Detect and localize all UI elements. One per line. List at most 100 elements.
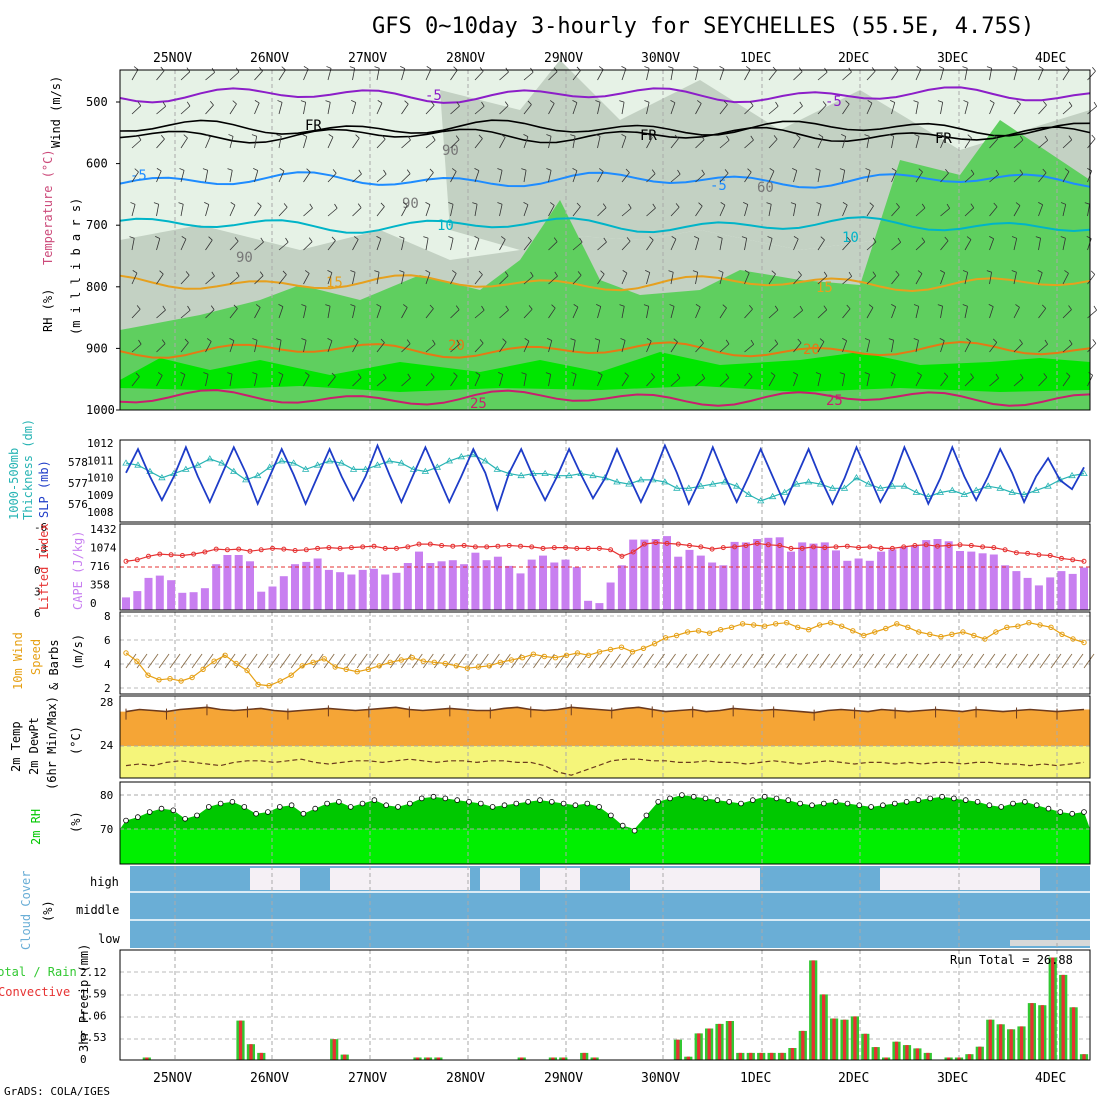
cape-bar (257, 591, 266, 610)
wind10-barb (654, 653, 665, 669)
wind-barb (156, 138, 165, 149)
cape-bar (989, 554, 998, 610)
wind-barb-flag (1019, 339, 1023, 344)
cape-right-label: CAPE (J/kg) (71, 531, 85, 610)
wind-barb (303, 102, 307, 115)
wind-barb-flag (847, 236, 851, 242)
wind10-barb (147, 653, 159, 669)
wind-barb (989, 238, 995, 251)
thickness-point (206, 455, 214, 462)
wind-barb (450, 238, 454, 251)
wind-barb-flag (897, 237, 902, 243)
precip-conv-bar (1040, 1005, 1044, 1060)
rh2m-point (276, 804, 283, 810)
rh2m-point (655, 798, 661, 805)
wind-barb-flag (995, 169, 1000, 175)
wind-barb (646, 137, 653, 149)
wind-barb-flag (775, 101, 779, 107)
precip-ytick: 2.12 (80, 966, 107, 979)
wind-barb (793, 309, 803, 319)
precip-label3: 3hr Precip (mm) (77, 944, 91, 1052)
wind-barb-flag (1015, 304, 1020, 308)
wind-barb-flag (769, 168, 775, 172)
wind-barb-flag (914, 134, 920, 137)
wind-barb-flag (649, 236, 654, 241)
wind-barb-flag (1060, 202, 1066, 205)
rh2m-point (158, 805, 165, 812)
wind-barb-flag (698, 202, 703, 207)
rh2m-point (797, 800, 803, 807)
wind-barb-flag (399, 270, 405, 273)
wind-barb (180, 238, 187, 251)
rh2m-point (123, 817, 129, 824)
date-label-bottom: 28NOV (446, 1071, 485, 1086)
cape-bar (539, 555, 547, 610)
wind10-barb (775, 653, 787, 669)
wind10-label1: 10m Wind (11, 632, 25, 690)
wind10-point (244, 667, 250, 674)
wind-barb (964, 272, 969, 285)
wind-barb-flag (944, 236, 949, 242)
wind-barb (1062, 69, 1070, 81)
wind-barb (817, 239, 825, 251)
precip-conv-bar (717, 1023, 722, 1060)
date-label-top: 2DEC (838, 51, 869, 66)
li-point (224, 547, 230, 553)
wind-barb-flag (210, 100, 214, 106)
wind-barb-flag (797, 338, 802, 344)
wind-barb (817, 275, 828, 285)
wind-barb-flag (766, 202, 772, 205)
wind10-barb (610, 653, 621, 669)
wind10-barb (1061, 653, 1073, 669)
wind10-barb (742, 653, 754, 669)
wind10-barb (720, 653, 731, 669)
thickness-point (744, 490, 753, 497)
wind-barb (719, 307, 727, 319)
cape-bar (730, 541, 739, 610)
cape-bar (268, 586, 277, 610)
wind-barb-flag (545, 372, 551, 375)
precip-conv-bar (947, 1057, 951, 1060)
wind-barb-flag (986, 270, 992, 273)
wind-barb-flag (521, 372, 527, 375)
wind-barb-flag (407, 373, 411, 379)
wind10-point (751, 622, 757, 628)
wind-barb-flag (276, 134, 282, 137)
date-label-bottom: 30NOV (641, 1071, 680, 1086)
li-point (596, 545, 602, 551)
rh2m-point (631, 827, 638, 834)
wind-barb (303, 68, 309, 81)
wind10-barb (709, 653, 720, 669)
wind-barb-flag (282, 270, 287, 275)
wind-barb (474, 138, 483, 149)
wind-barb (695, 342, 704, 353)
thickness-point (1080, 469, 1088, 476)
wind-barb (229, 275, 240, 285)
isotherm-5 (119, 274, 1091, 293)
wind-barb (180, 71, 191, 81)
precip-conv-bar (1009, 1029, 1013, 1060)
precip-conv-bar (415, 1057, 420, 1060)
rh2m-point (702, 795, 709, 802)
wind-barb (352, 173, 362, 183)
wind-barb (278, 340, 282, 353)
temp2m-unit: (°C) (69, 726, 83, 755)
precip-conv-bar (728, 1021, 732, 1060)
cape-left-label: Lifted Index (37, 523, 51, 610)
precip-conv-bar (759, 1052, 763, 1060)
wind-barb (278, 274, 287, 285)
wind-barb (1062, 105, 1073, 115)
wind-barb-flag (644, 100, 650, 103)
wind-barb (744, 238, 748, 251)
wind-barb (842, 103, 850, 115)
thickness-point (385, 457, 394, 464)
wind-barb (450, 69, 458, 81)
precip-label1: Total / Rain (0, 965, 77, 979)
cape-bar (572, 567, 581, 610)
li-point (292, 548, 298, 553)
rh2m-point (501, 802, 508, 808)
thickness-point (780, 488, 789, 495)
cape-bar (223, 555, 232, 610)
thickness-point (936, 488, 945, 495)
wind-barb-flag (970, 373, 974, 378)
